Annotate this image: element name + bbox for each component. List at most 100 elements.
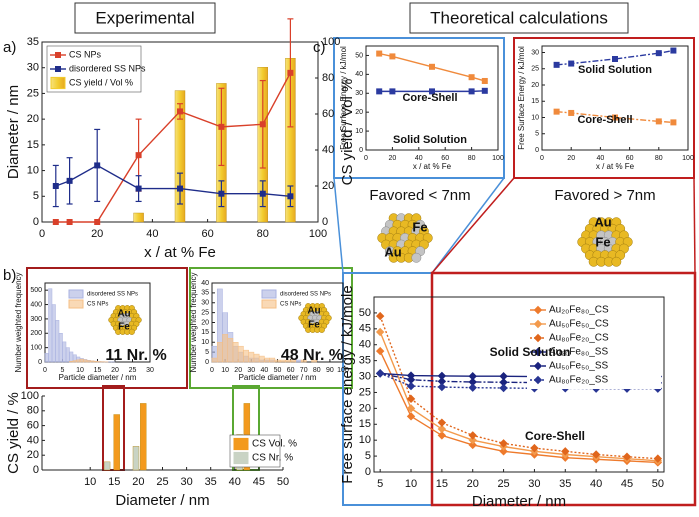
x-tick-label: 45 [253,476,265,488]
x-tick-label: 10 [221,367,229,374]
marker [533,305,543,315]
y-tick-label: 10 [355,128,363,135]
connector [333,177,344,274]
x-tick-label: 10 [84,476,96,488]
x-tick-label: 30 [180,476,192,488]
line [55,72,292,223]
y-tick-label: 40 [201,280,209,287]
line [379,350,658,464]
y-tick-label: 30 [201,300,209,307]
x-tick-label: 70 [300,367,308,374]
y-tick-label: 5 [365,450,371,462]
x-tick-label: 60 [201,228,213,240]
y-tick-label: 25 [27,87,39,99]
x-tick-label: 40 [597,155,605,162]
marker [389,88,396,95]
x-tick-label: 60 [626,155,634,162]
x-axis-label: Diameter / nm [115,492,209,509]
histogram-bar [90,360,95,363]
marker [468,383,477,392]
x-tick-label: 100 [337,367,349,374]
legend-label: disordered SS NPs [87,292,138,298]
connector [431,177,505,274]
marker [437,431,447,440]
marker [94,162,101,169]
y-tick-label: 500 [30,287,42,294]
x-tick-label: 50 [274,367,282,374]
x-tick-label: 40 [590,478,602,490]
x-tick-label: 40 [146,228,158,240]
histogram-bar [248,351,255,363]
histogram-bar [232,342,239,363]
plot-frame [373,296,665,473]
x-axis-label: x / at % Fe [596,162,635,171]
legend-label: CS Vol. % [252,439,297,450]
marker [481,77,488,84]
x-tick-label: 35 [205,476,217,488]
marker [287,69,294,76]
marker [553,108,560,115]
header: Theoretical calculations [430,8,608,27]
marker [437,382,447,392]
plot-frame [365,45,499,151]
y-tick-label: 0 [535,147,539,154]
y-tick-label: 20 [27,113,39,125]
x-tick-label: 100 [309,228,327,240]
marker [468,431,477,440]
marker [55,52,61,58]
marker [561,447,570,456]
histogram-bar [79,358,84,363]
marker [259,121,266,128]
y-axis-label: Free Surface Energy / kJ/mol [517,46,526,150]
marker [177,185,183,192]
x-tick-label: 30 [247,367,255,374]
plot-frame [541,45,689,151]
histogram-bar [243,349,249,363]
y-axis-label: Number weighted frequency [14,272,23,372]
marker [533,333,543,343]
legend-swatch [261,299,277,309]
atom-label: Au [307,306,320,317]
y-tick-label: 10 [27,164,39,176]
marker [406,381,416,391]
legend-label: Au₅₀Fe₅₀_SS [549,361,608,372]
bar [140,403,147,471]
x-tick-label: 80 [655,155,663,162]
atom-label: Fe [308,320,320,331]
legend-swatch [50,76,66,90]
y-tick-label: 30 [27,62,39,74]
legend-label: Au₈₀Fe₂₀_CS [549,333,609,344]
y2-tick-label: 20 [322,180,334,192]
inset-frame [333,37,505,179]
legend-label: CS NPs [280,302,301,308]
x-tick-label: 40 [229,476,241,488]
x-axis-label: Diameter / nm [472,493,566,510]
histogram-bar [69,361,74,363]
y-tick-label: 80 [27,405,39,417]
marker [568,109,575,116]
legend-label: Au₅₀Fe₅₀_CS [549,319,609,330]
x-tick-label: 30 [528,478,540,490]
y-tick-label: 25 [201,309,209,316]
x-tick-label: 40 [261,367,269,374]
marker [177,108,183,115]
marker [468,74,475,81]
marker [670,47,677,54]
atom [411,252,422,263]
histogram-bar [253,353,260,363]
y2-tick-label: 40 [322,144,334,156]
y-axis-label: CS yield / % [5,392,22,474]
marker [612,114,618,121]
marker [533,347,543,357]
marker [406,412,416,421]
legend-label: CS NPs [87,302,108,308]
series-label: Solid Solution [578,64,652,76]
y-tick-label: 0 [365,466,371,478]
y-tick-label: 5 [205,349,209,356]
x-tick-label: 10 [405,478,417,490]
legend-label: CS Nr. % [252,453,293,464]
marker [533,361,543,371]
marker [468,440,477,450]
y2-tick-label: 0 [322,216,328,228]
x-tick-label: 25 [129,367,137,374]
